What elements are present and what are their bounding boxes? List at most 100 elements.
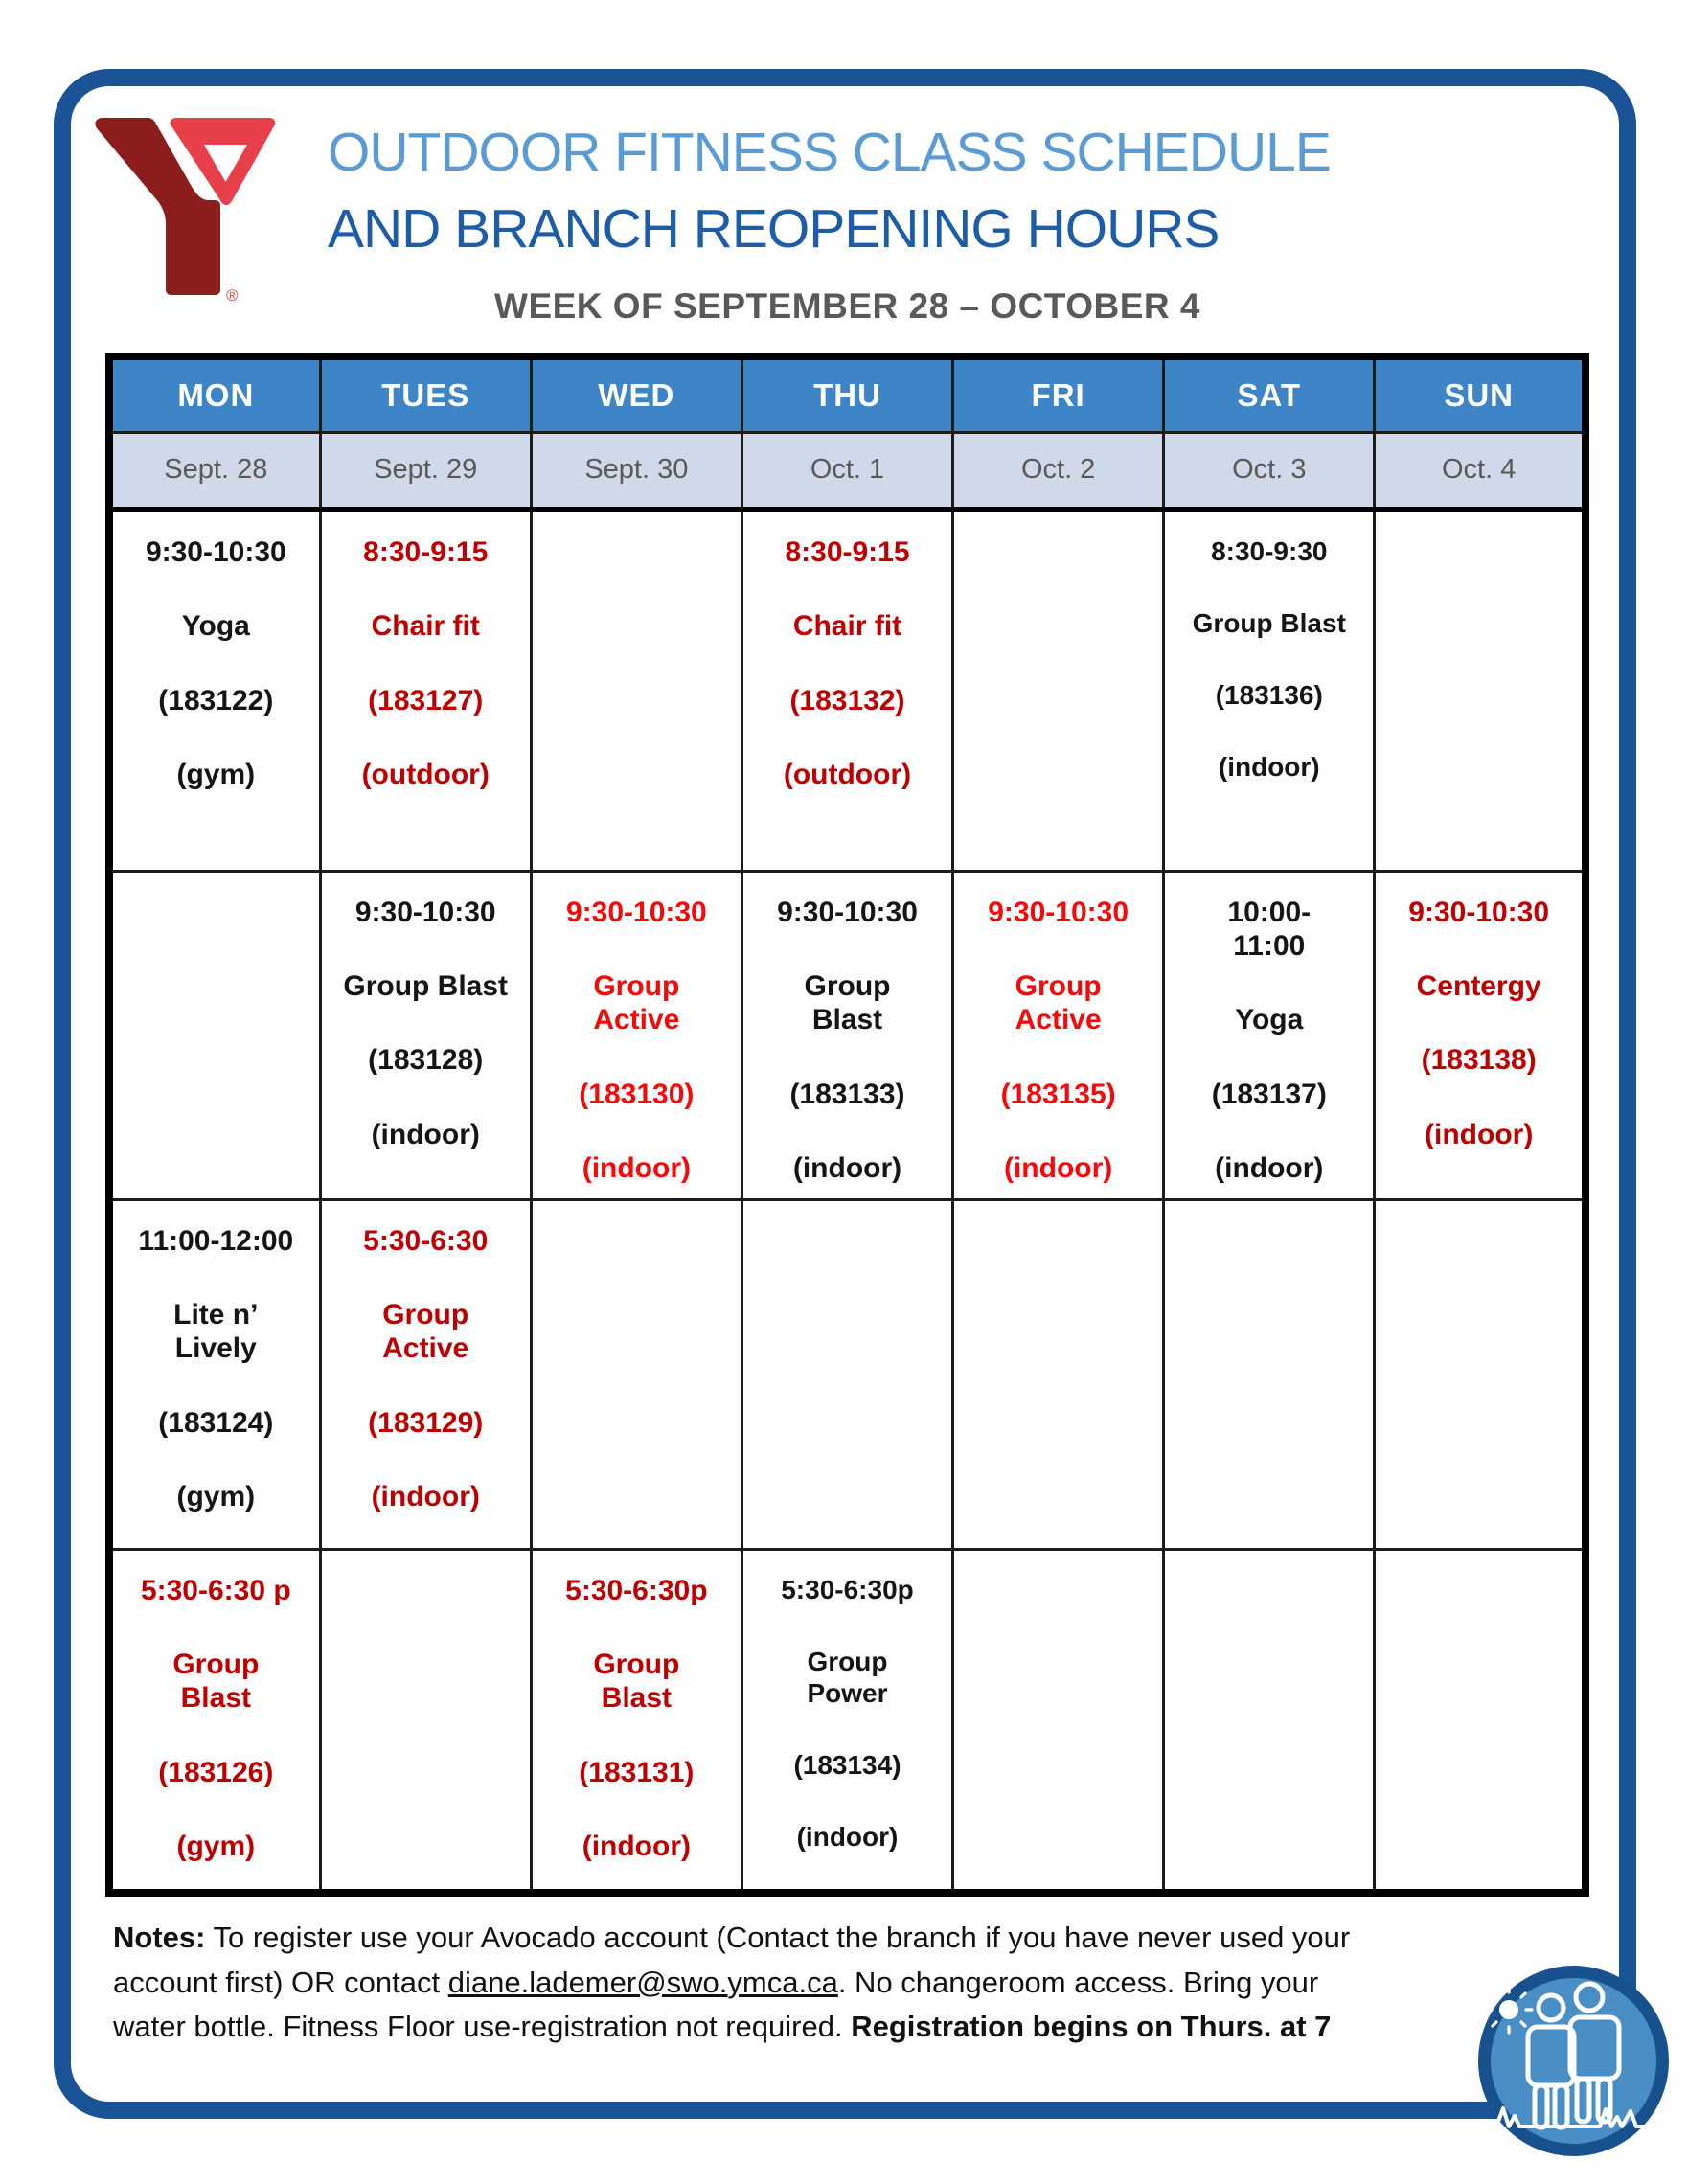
class-info-line: Chair fit — [792, 610, 902, 643]
class-info-line: 8:30-9:15 — [785, 536, 910, 568]
class-info-line: Group Blast — [172, 1648, 260, 1715]
class-info-line: (183138) — [1421, 1044, 1537, 1077]
class-info-line: Yoga — [181, 610, 250, 643]
date-cell-thu: Oct. 1 — [740, 430, 955, 512]
notes-email-link[interactable]: diane.lademer@swo.ymca.ca — [447, 1965, 838, 1999]
class-info-line: (183128) — [368, 1044, 484, 1077]
class-info-line: (183127) — [368, 684, 484, 717]
class-info-line: (183122) — [158, 684, 274, 717]
class-info-line: (outdoor) — [783, 759, 912, 791]
empty-cell — [318, 1547, 533, 1895]
class-info-line: Group Active — [593, 969, 680, 1036]
date-cell-sun: Oct. 4 — [1373, 430, 1587, 512]
class-info-line: Lite n’ Lively — [173, 1298, 259, 1365]
class-info-line: 8:30-9:30 — [1211, 536, 1328, 566]
class-info-line: Yoga — [1235, 1004, 1304, 1036]
class-info-line: Group Blast — [593, 1648, 680, 1715]
empty-cell — [1373, 508, 1587, 873]
empty-cell — [740, 1197, 955, 1551]
empty-cell — [951, 1197, 1166, 1551]
class-cell: 11:00-12:00 Lite n’ Lively (183124) (gym) — [107, 1197, 322, 1551]
class-info-line: (indoor) — [371, 1118, 480, 1150]
day-header-mon: MON — [107, 354, 322, 434]
class-cell: 5:30-6:30p Group Power (183134) (indoor) — [740, 1547, 955, 1895]
class-info-line: 9:30-10:30 — [354, 896, 496, 928]
page-title-line2: AND BRANCH REOPENING HOURS — [328, 198, 1220, 260]
class-info-line: 5:30-6:30 p — [140, 1574, 291, 1606]
notes-paragraph: Notes: To register use your Avocado acco… — [113, 1916, 1358, 2050]
notes-text-segment: Notes: — [113, 1921, 206, 1954]
class-info-line: (183137) — [1211, 1078, 1327, 1110]
class-info-line: 11:00-12:00 — [138, 1224, 294, 1257]
class-cell: 5:30-6:30 p Group Blast (183126) (gym) — [107, 1547, 322, 1895]
class-info-line: Chair fit — [371, 610, 480, 643]
class-info-line: 9:30-10:30 — [565, 896, 707, 928]
class-info-line: Group Blast — [1192, 608, 1346, 639]
class-info-line: (gym) — [176, 1831, 256, 1863]
class-info-line: 9:30-10:30 — [145, 536, 286, 568]
class-info-line: (indoor) — [582, 1152, 691, 1185]
page-title-line1: OUTDOOR FITNESS CLASS SCHEDULE — [328, 122, 1332, 183]
class-cell: 9:30-10:30 Group Active (183135) (indoor) — [951, 869, 1166, 1201]
class-info-line: (outdoor) — [361, 759, 490, 791]
day-header-wed: WED — [529, 354, 743, 434]
class-info-line: (indoor) — [1218, 752, 1320, 783]
class-info-line: (183135) — [1000, 1078, 1116, 1110]
class-info-line: Group Blast — [804, 969, 891, 1036]
notes-text-segment: Registration begins on Thurs. at 7 — [851, 2010, 1332, 2043]
class-info-line: (183134) — [793, 1749, 901, 1780]
class-info-line: Group Active — [382, 1298, 469, 1365]
class-info-line: (indoor) — [1215, 1152, 1324, 1185]
class-info-line: 10:00- 11:00 — [1227, 896, 1312, 962]
class-info-line: Group Power — [807, 1646, 888, 1708]
class-cell: 9:30-10:30 Group Blast (183133) (indoor) — [740, 869, 955, 1201]
schedule-row: 5:30-6:30 p Group Blast (183126) (gym) 5:30-… — [107, 1547, 1587, 1895]
day-header-row: MON TUES WED THU FRI SAT SUN — [107, 354, 1587, 434]
class-info-line: Group Active — [1015, 969, 1102, 1036]
class-cell: 5:30-6:30p Group Blast (183131) (indoor) — [529, 1547, 743, 1895]
empty-cell — [951, 508, 1166, 873]
class-info-line: (183126) — [158, 1756, 274, 1788]
empty-cell — [1162, 1547, 1377, 1895]
empty-cell — [1162, 1197, 1377, 1551]
day-header-tues: TUES — [318, 354, 533, 434]
class-info-line: 8:30-9:15 — [363, 536, 489, 568]
date-cell-fri: Oct. 2 — [951, 430, 1166, 512]
class-info-line: (indoor) — [1003, 1152, 1113, 1185]
day-header-sat: SAT — [1162, 354, 1377, 434]
empty-cell — [1373, 1547, 1587, 1895]
schedule-table: MON TUES WED THU FRI SAT SUN Sept. 28 Se… — [105, 353, 1589, 1897]
class-info-line: (183131) — [579, 1756, 695, 1788]
class-info-line: 5:30-6:30p — [781, 1574, 914, 1604]
notes-text-segment: . No changeroom access. Bring your water… — [113, 1965, 1319, 2044]
class-info-line: 5:30-6:30 — [363, 1224, 489, 1257]
class-cell: 5:30-6:30 Group Active (183129) (indoor) — [318, 1197, 533, 1551]
week-subtitle: WEEK OF SEPTEMBER 28 – OCTOBER 4 — [494, 286, 1200, 326]
class-cell: 8:30-9:30 Group Blast (183136) (indoor) — [1162, 508, 1377, 873]
class-info-line: (183136) — [1215, 680, 1323, 711]
empty-cell — [107, 869, 322, 1201]
day-header-thu: THU — [740, 354, 955, 434]
empty-cell — [529, 508, 743, 873]
class-info-line: (indoor) — [371, 1481, 480, 1513]
class-cell: 10:00- 11:00 Yoga (183137) (indoor) — [1162, 869, 1377, 1201]
ymca-logo: ® — [95, 118, 276, 304]
empty-cell — [529, 1197, 743, 1551]
class-cell: 9:30-10:30 Group Active (183130) (indoor) — [529, 869, 743, 1201]
class-info-line: (gym) — [176, 759, 256, 791]
empty-cell — [1373, 1197, 1587, 1551]
class-info-line: (183129) — [368, 1406, 484, 1439]
schedule-row: 11:00-12:00 Lite n’ Lively (183124) (gym) 5:… — [107, 1197, 1587, 1551]
class-info-line: (gym) — [176, 1481, 256, 1513]
class-cell: 9:30-10:30 Yoga (183122) (gym) — [107, 508, 322, 873]
class-cell: 9:30-10:30 Group Blast (183128) (indoor) — [318, 869, 533, 1201]
class-info-line: (indoor) — [582, 1831, 691, 1863]
class-info-line: 9:30-10:30 — [777, 896, 918, 928]
class-info-line: (indoor) — [796, 1821, 899, 1852]
date-cell-mon: Sept. 28 — [107, 430, 322, 512]
empty-cell — [951, 1547, 1166, 1895]
class-info-line: Centergy — [1416, 969, 1541, 1002]
notes-text-segment: To register use your Avocado account (Co… — [113, 1921, 1351, 1999]
class-info-line: Group Blast — [343, 969, 509, 1002]
class-info-line: (indoor) — [792, 1152, 902, 1185]
